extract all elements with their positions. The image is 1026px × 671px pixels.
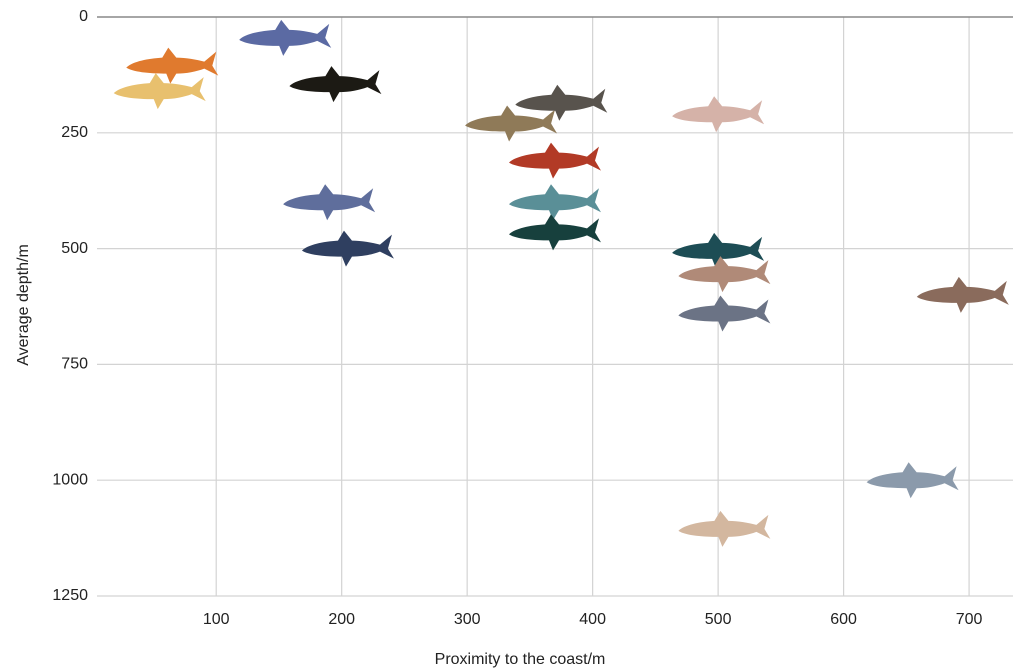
shark-marker bbox=[509, 184, 601, 220]
chart: Proximity to the coast/m Average depth/m… bbox=[0, 0, 1026, 671]
x-tick-label: 600 bbox=[830, 611, 857, 628]
shark-marker bbox=[283, 184, 375, 220]
shark-marker bbox=[678, 256, 770, 292]
y-tick-label: 750 bbox=[61, 356, 88, 373]
x-tick-label: 500 bbox=[705, 611, 732, 628]
shark-marker bbox=[678, 295, 770, 331]
shark-marker bbox=[917, 277, 1009, 313]
x-axis-title: Proximity to the coast/m bbox=[435, 651, 606, 668]
shark-marker bbox=[678, 511, 770, 547]
shark-marker bbox=[289, 66, 381, 102]
shark-marker bbox=[126, 48, 218, 84]
shark-marker bbox=[465, 106, 557, 142]
y-tick-label: 1250 bbox=[52, 587, 88, 604]
x-tick-label: 100 bbox=[203, 611, 230, 628]
x-tick-label: 700 bbox=[956, 611, 983, 628]
shark-marker bbox=[302, 231, 394, 267]
x-tick-label: 300 bbox=[454, 611, 481, 628]
y-tick-label: 250 bbox=[61, 124, 88, 141]
shark-marker bbox=[509, 214, 601, 250]
y-tick-label: 500 bbox=[61, 240, 88, 257]
shark-marker bbox=[672, 96, 764, 132]
shark-marker bbox=[867, 462, 959, 498]
y-tick-label: 0 bbox=[79, 8, 88, 25]
y-tick-label: 1000 bbox=[52, 471, 88, 488]
x-tick-label: 200 bbox=[328, 611, 355, 628]
shark-marker bbox=[509, 143, 601, 179]
shark-marker bbox=[114, 73, 206, 109]
shark-marker bbox=[515, 85, 607, 121]
shark-marker bbox=[239, 20, 331, 56]
x-tick-label: 400 bbox=[579, 611, 606, 628]
y-axis-title: Average depth/m bbox=[15, 244, 32, 366]
